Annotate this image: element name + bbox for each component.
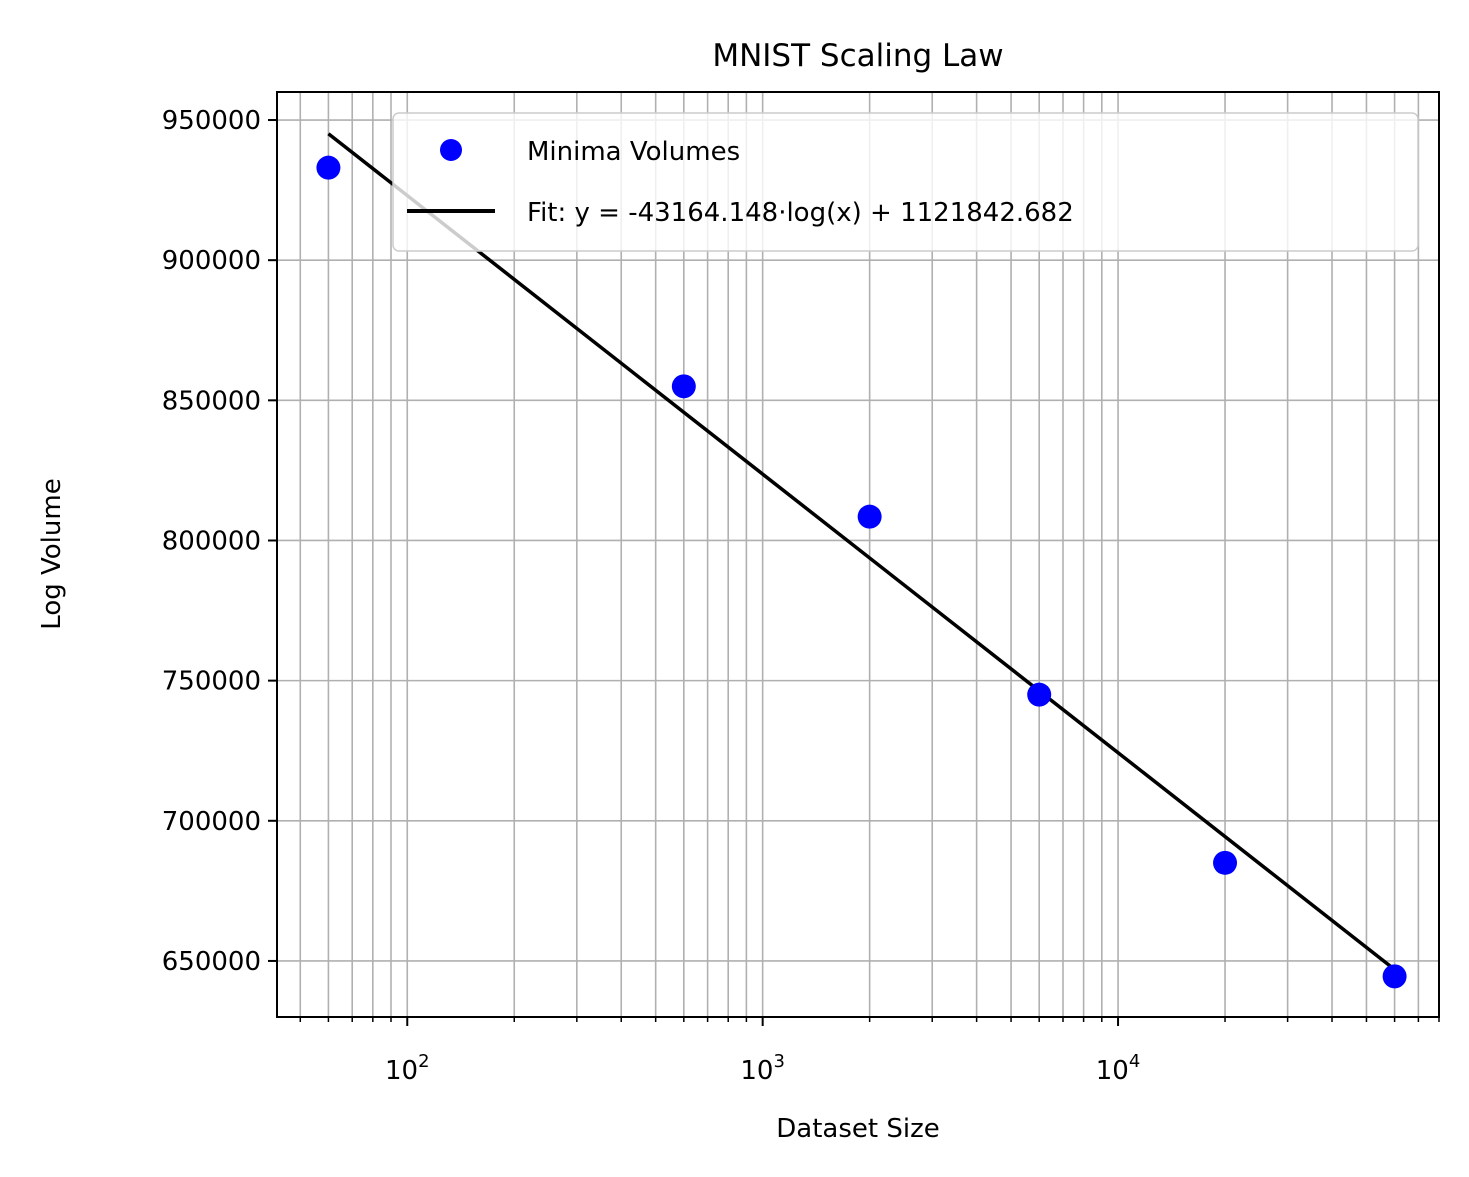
fit-line-layer xyxy=(327,132,1396,971)
plot-frame xyxy=(276,91,1440,1018)
data-point xyxy=(1213,850,1238,875)
legend-box xyxy=(392,112,1419,252)
y-tick-label: 800000 xyxy=(162,526,261,556)
data-point xyxy=(316,155,341,180)
data-point xyxy=(1027,682,1052,707)
data-points xyxy=(316,155,1407,989)
data-point xyxy=(1382,964,1407,989)
y-tick-label: 700000 xyxy=(162,807,261,837)
x-tick-label: 102 xyxy=(385,1051,430,1086)
legend: Minima Volumes Fit: y = -43164.148·log(x… xyxy=(392,112,1419,252)
x-tick-label: 104 xyxy=(1096,1051,1141,1086)
y-tick-label: 950000 xyxy=(162,106,261,136)
legend-marker-minima xyxy=(440,139,462,161)
y-tick-label: 750000 xyxy=(162,667,261,697)
y-axis-label: Log Volume xyxy=(37,478,67,629)
data-point xyxy=(671,374,696,399)
y-tick-label: 650000 xyxy=(162,947,261,977)
x-tick-label: 103 xyxy=(740,1051,785,1086)
legend-label-minima: Minima Volumes xyxy=(527,137,740,167)
fit-line xyxy=(327,132,1396,971)
y-tick-label: 900000 xyxy=(162,246,261,276)
y-tick-label: 850000 xyxy=(162,386,261,416)
legend-label-fit: Fit: y = -43164.148·log(x) + 1121842.682 xyxy=(527,198,1074,228)
axis-ticks: 102 103 104 650000 700000 750000 800000 850000 9… xyxy=(162,106,1440,1086)
chart-title: MNIST Scaling Law xyxy=(712,38,1003,74)
data-point xyxy=(857,504,882,529)
x-axis-label: Dataset Size xyxy=(776,1114,939,1144)
